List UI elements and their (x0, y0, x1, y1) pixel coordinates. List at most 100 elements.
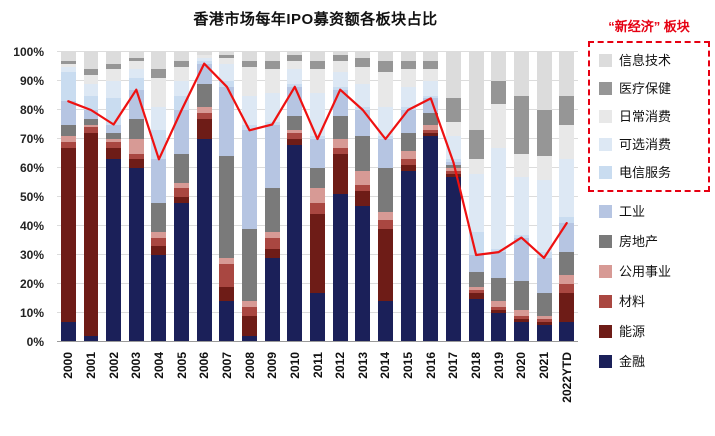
bar-segment-real-estate (423, 112, 439, 125)
bar-segment-info-tech (559, 52, 575, 96)
bar-segment-utilities (355, 170, 371, 186)
bar-slot-2001 (80, 52, 103, 342)
bar-segment-telecom-services (196, 60, 212, 64)
bar-segment-info-tech (264, 52, 280, 61)
legend-item-consumer-staples: 日常消费 (599, 110, 699, 123)
bar-segment-energy (513, 318, 529, 322)
x-tick-label: 2017 (446, 352, 461, 379)
bar-segment-materials (219, 263, 235, 287)
bar-segment-healthcare (287, 54, 303, 61)
bar-segment-real-estate (513, 281, 529, 311)
x-tick-label: 2001 (83, 352, 98, 379)
bar-segment-energy (355, 191, 371, 206)
bar-segment-telecom-services (468, 231, 484, 256)
bar-segment-financials (219, 301, 235, 342)
bar-segment-consumer-staples (378, 72, 393, 108)
industrials-swatch-icon (599, 205, 612, 218)
x-tick-label: 2004 (151, 352, 166, 379)
bar-segment-info-tech (423, 52, 439, 61)
bar-segment-financials (468, 298, 484, 342)
bar-stack (196, 52, 212, 342)
legend-item-label: 房地产 (619, 234, 659, 249)
x-tick-label: 2006 (197, 352, 212, 379)
bar-slot-2004 (148, 52, 171, 342)
bar-segment-energy (559, 292, 575, 322)
bar-segment-industrials (536, 257, 552, 293)
legend-item-label: 能源 (619, 324, 646, 339)
energy-swatch-icon (599, 325, 612, 338)
bar-segment-real-estate (151, 202, 167, 232)
y-tick-label: 0% (26, 335, 44, 349)
bar-segment-real-estate (536, 292, 552, 316)
legend-item-healthcare: 医疗保健 (599, 82, 699, 95)
bar-segment-industrials (174, 110, 190, 154)
y-axis: 0% 10% 20% 30% 40% 50% 60% 70% 80% 90% 100% (0, 45, 52, 349)
bar-segment-real-estate (287, 115, 303, 131)
gridline (57, 51, 578, 52)
consumer-staples-swatch-icon (599, 110, 612, 123)
bar-segment-healthcare (128, 57, 144, 61)
bar-segment-real-estate (219, 156, 235, 258)
bar-segment-telecom-services (128, 78, 144, 90)
bar-slot-2018 (465, 52, 488, 342)
bar-segment-info-tech (491, 52, 507, 82)
bar-segment-industrials (264, 124, 280, 189)
bar-segment-info-tech (513, 52, 529, 96)
legend: “新经济” 板块 信息技术 医疗保健 日常消费 可选消费 电信服务 工业 房地产 公用事业材… (588, 16, 710, 381)
bar-segment-financials (400, 170, 416, 342)
x-tick-label: 2009 (265, 352, 280, 379)
bar-slot-2014 (374, 52, 397, 342)
bar-stack (106, 52, 122, 342)
x-tick-label: 2002 (106, 352, 121, 379)
new-economy-group-box: 信息技术 医疗保健 日常消费 可选消费 电信服务 (588, 41, 710, 192)
bar-stack (400, 52, 416, 342)
info-tech-swatch-icon (599, 54, 612, 67)
x-tick-label: 2018 (469, 352, 484, 379)
y-tick-label: 60% (19, 161, 44, 175)
bar-segment-energy (264, 249, 280, 258)
legend-item-label: 公用事业 (619, 264, 672, 279)
bar-slot-2005 (170, 52, 193, 342)
bar-slot-2017 (442, 52, 465, 342)
bar-segment-healthcare (332, 54, 348, 61)
bar-segment-consumer-staples (355, 66, 371, 84)
bar-segment-consumer-discretionary (355, 83, 371, 108)
bar-segment-energy (219, 286, 235, 302)
bar-segment-utilities (219, 257, 235, 264)
utilities-swatch-icon (599, 265, 612, 278)
bar-segment-real-estate (310, 168, 326, 189)
bar-segment-financials (128, 168, 144, 342)
bar-slot-2002 (102, 52, 125, 342)
bar-segment-real-estate (559, 252, 575, 276)
bar-segment-materials (536, 318, 552, 322)
bar-segment-utilities (400, 150, 416, 160)
x-tick-label: 2016 (423, 352, 438, 379)
bar-segment-healthcare (513, 95, 529, 154)
bar-segment-utilities (559, 275, 575, 285)
bar-segment-info-tech (287, 52, 303, 55)
materials-swatch-icon (599, 295, 612, 308)
bar-segment-consumer-staples (128, 60, 144, 70)
bar-segment-consumer-staples (400, 69, 416, 87)
bar-segment-info-tech (219, 52, 235, 55)
legend-item-label: 电信服务 (619, 165, 672, 180)
legend-item-financials: 金融 (599, 355, 699, 368)
bar-segment-energy (536, 321, 552, 325)
x-tick-label: 2022YTD (559, 352, 574, 403)
bar-segment-consumer-staples (196, 54, 212, 58)
bar-slot-2009 (261, 52, 284, 342)
bar-segment-financials (536, 324, 552, 342)
x-tick-label: 2008 (242, 352, 257, 379)
bar-segment-energy (468, 292, 484, 299)
bar-segment-consumer-staples (310, 69, 326, 93)
bar-segment-industrials (106, 124, 122, 134)
bar-segment-industrials (559, 223, 575, 253)
bar-segment-industrials (287, 86, 303, 116)
chart-title: 香港市场每年IPO募资额各板块占比 (193, 11, 438, 28)
bar-segment-info-tech (196, 52, 212, 55)
x-tick-label: 2014 (378, 352, 393, 379)
bar-segment-consumer-discretionary (446, 136, 461, 160)
bar-segment-materials (264, 237, 280, 250)
bar-segment-consumer-discretionary (559, 159, 575, 218)
plot-area (57, 51, 578, 342)
